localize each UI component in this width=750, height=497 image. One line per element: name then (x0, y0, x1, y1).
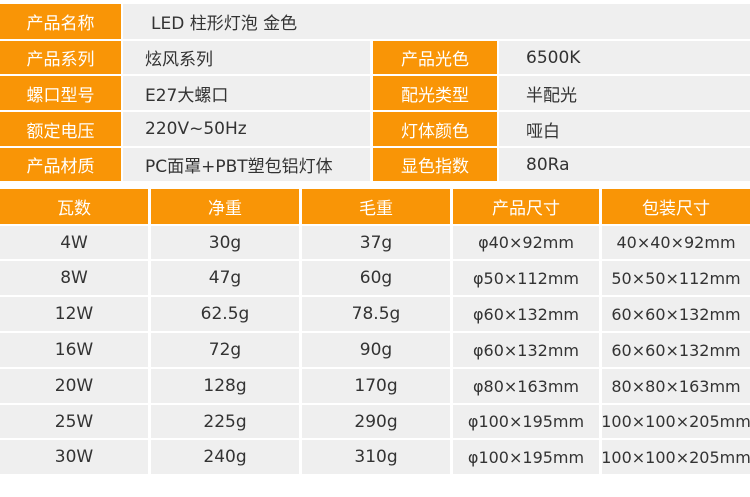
spec-cell-wattage: 16W (0, 333, 148, 367)
spec-cell-net-weight: 62.5g (151, 297, 299, 331)
spec-cell-wattage: 8W (0, 261, 148, 295)
info-value-cri: 80Ra (499, 148, 750, 181)
spec-cell-gross-weight: 310g (302, 440, 450, 474)
spec-cell-wattage: 30W (0, 440, 148, 474)
info-value-material: PC面罩+PBT塑包铝灯体 (123, 148, 370, 181)
info-value-base-type: E27大螺口 (123, 76, 370, 110)
spec-cell-gross-weight: 60g (302, 261, 450, 295)
spec-cell-package-size: 80×80×163mm (602, 369, 750, 403)
spec-cell-wattage: 20W (0, 369, 148, 403)
spec-cell-wattage: 25W (0, 405, 148, 438)
info-label-product-name: 产品名称 (0, 4, 121, 39)
spec-header-net-weight: 净重 (151, 189, 299, 224)
spec-cell-product-size: φ60×132mm (453, 297, 599, 331)
spec-cell-net-weight: 72g (151, 333, 299, 367)
spec-cell-net-weight: 128g (151, 369, 299, 403)
spec-header-wattage: 瓦数 (0, 189, 148, 224)
info-label-base-type: 螺口型号 (0, 76, 121, 110)
info-label-series: 产品系列 (0, 41, 121, 74)
info-label-light-distribution: 配光类型 (373, 76, 497, 110)
spec-cell-package-size: 60×60×132mm (602, 333, 750, 367)
spec-header-gross-weight: 毛重 (302, 189, 450, 224)
spec-cell-gross-weight: 290g (302, 405, 450, 438)
spec-cell-net-weight: 47g (151, 261, 299, 295)
spec-cell-product-size: φ50×112mm (453, 261, 599, 295)
spec-cell-product-size: φ100×195mm (453, 405, 599, 438)
spec-header-package-size: 包装尺寸 (602, 189, 750, 224)
info-value-voltage: 220V~50Hz (123, 112, 370, 146)
spec-cell-package-size: 40×40×92mm (602, 226, 750, 259)
spec-header-product-size: 产品尺寸 (453, 189, 599, 224)
spec-cell-product-size: φ40×92mm (453, 226, 599, 259)
spec-cell-product-size: φ60×132mm (453, 333, 599, 367)
spec-cell-package-size: 50×50×112mm (602, 261, 750, 295)
spec-cell-gross-weight: 37g (302, 226, 450, 259)
info-label-material: 产品材质 (0, 148, 121, 181)
info-value-product-name: LED 柱形灯泡 金色 (123, 4, 750, 39)
info-label-light-color: 产品光色 (373, 41, 497, 74)
info-value-series: 炫风系列 (123, 41, 370, 74)
spec-cell-net-weight: 225g (151, 405, 299, 438)
info-label-body-color: 灯体颜色 (373, 112, 497, 146)
info-label-cri: 显色指数 (373, 148, 497, 181)
spec-cell-wattage: 4W (0, 226, 148, 259)
spec-cell-package-size: 100×100×205mm (601, 440, 750, 474)
spec-cell-net-weight: 30g (151, 226, 299, 259)
spec-cell-gross-weight: 78.5g (302, 297, 450, 331)
info-label-voltage: 额定电压 (0, 112, 121, 146)
info-value-body-color: 哑白 (499, 112, 750, 146)
info-value-light-distribution: 半配光 (499, 76, 750, 110)
spec-cell-product-size: φ80×163mm (453, 369, 599, 403)
spec-cell-wattage: 12W (0, 297, 148, 331)
spec-cell-net-weight: 240g (151, 440, 299, 474)
spec-cell-gross-weight: 90g (302, 333, 450, 367)
spec-cell-gross-weight: 170g (302, 369, 450, 403)
info-value-light-color: 6500K (499, 41, 750, 74)
spec-cell-package-size: 60×60×132mm (602, 297, 750, 331)
spec-cell-product-size: φ100×195mm (453, 440, 599, 474)
spec-cell-package-size: 100×100×205mm (601, 405, 750, 438)
